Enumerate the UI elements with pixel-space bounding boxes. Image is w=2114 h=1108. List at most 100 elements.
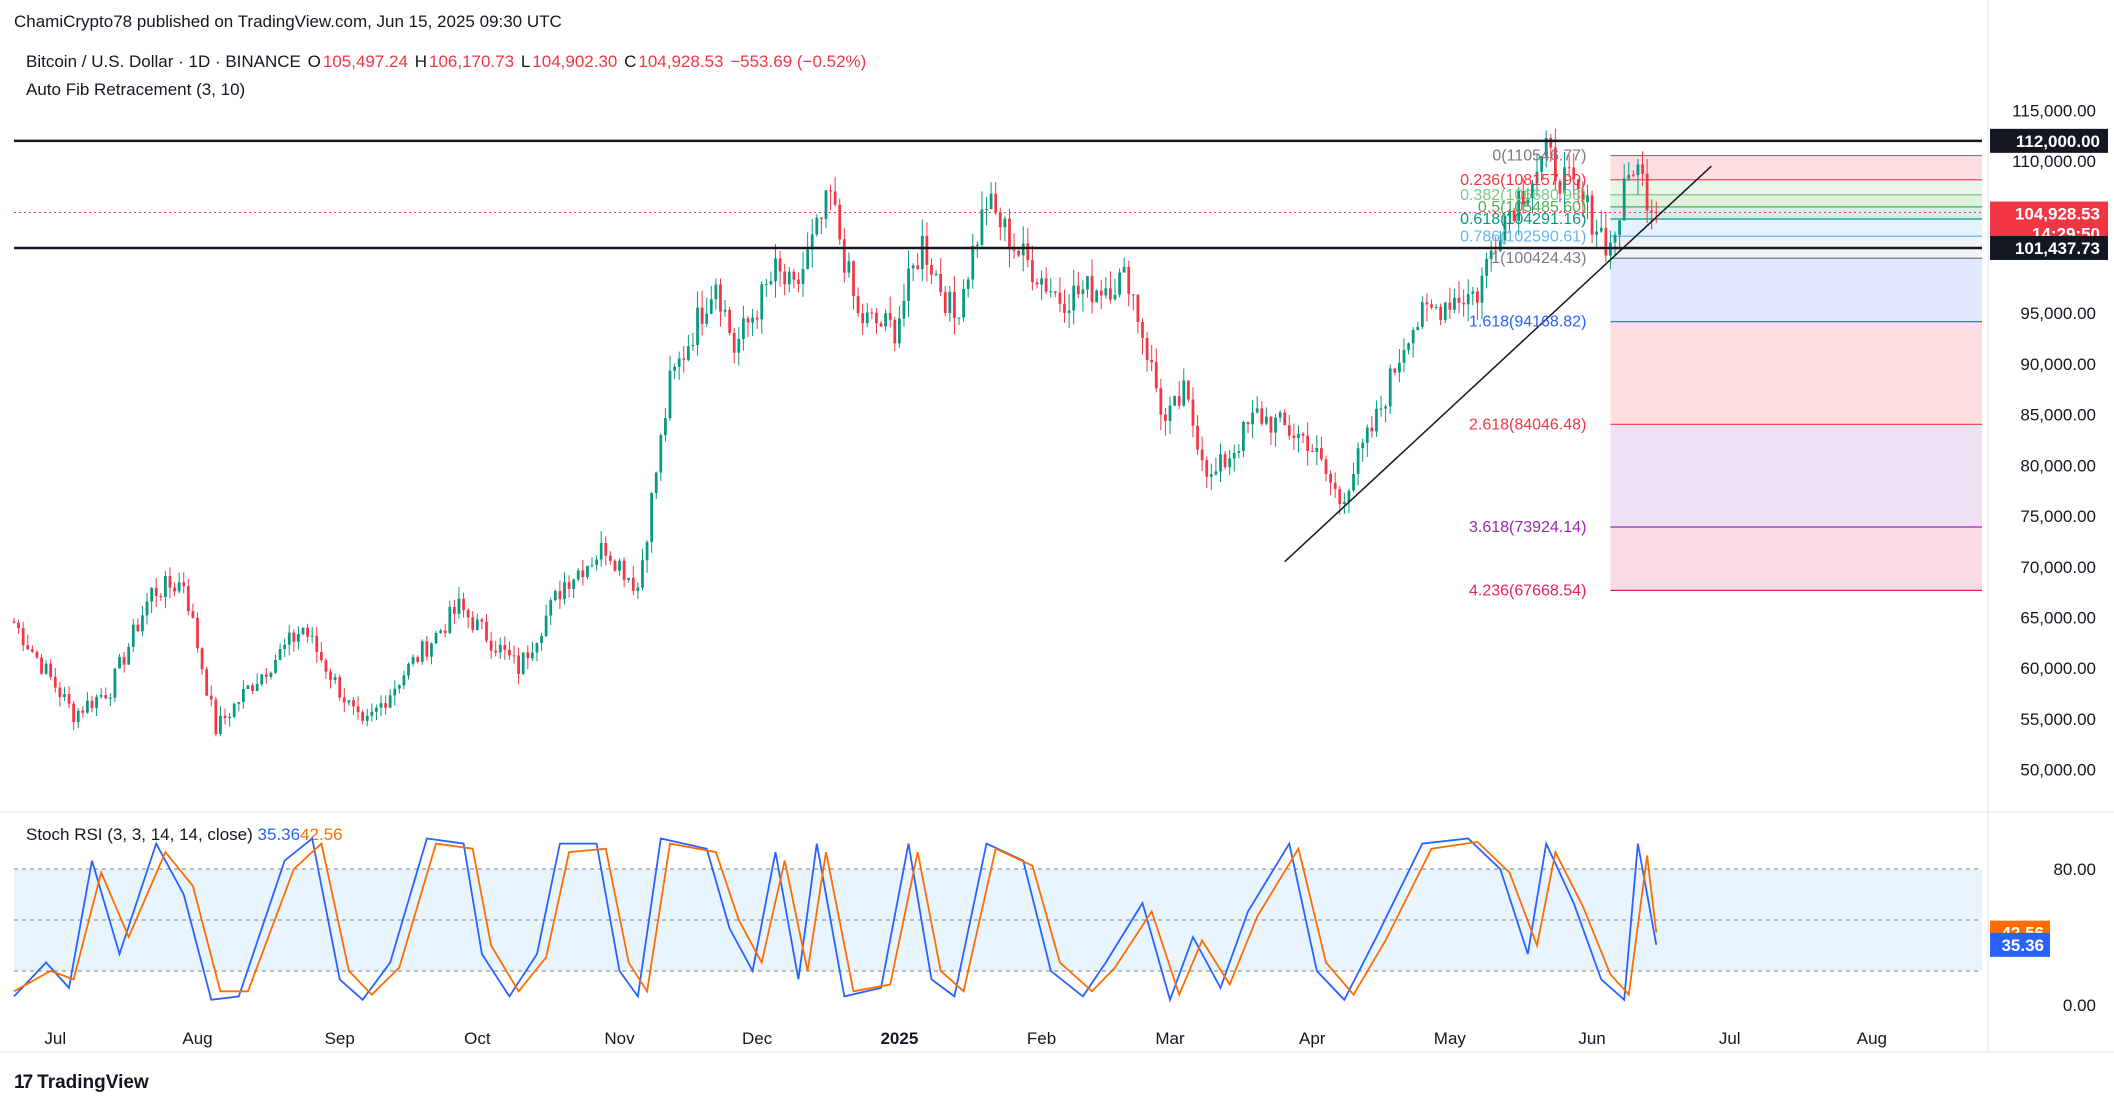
fib-level-label: 0.382(106680.98): [1460, 187, 1586, 204]
time-axis-tick: Jul: [1719, 1029, 1741, 1048]
candle-body: [26, 645, 30, 650]
fib-zone: [1610, 424, 1982, 527]
candle-body: [1320, 448, 1323, 460]
candle-body: [182, 582, 186, 587]
candle-body: [76, 710, 80, 723]
candle-body: [1109, 288, 1112, 300]
candle-body: [1645, 173, 1649, 211]
candle-body: [324, 660, 328, 672]
candle-body: [861, 313, 865, 324]
candle-body: [911, 265, 915, 269]
candle-body: [127, 646, 131, 665]
candle-body: [283, 644, 287, 650]
candle-body: [783, 271, 787, 285]
candle-body: [1086, 276, 1089, 290]
stoch-axis-tick: 0.00: [2063, 996, 2096, 1015]
candle-body: [700, 307, 704, 324]
fib-level-label: 0.618(104291.16): [1460, 211, 1586, 228]
candle-body: [1301, 433, 1305, 436]
candle-body: [150, 587, 153, 602]
candle-body: [1164, 414, 1167, 421]
time-axis-tick: 2025: [880, 1029, 918, 1048]
candle-body: [975, 244, 979, 247]
candle-body: [95, 696, 98, 709]
candle-body: [485, 621, 488, 641]
candle-body: [966, 279, 970, 289]
candle-body: [1040, 278, 1043, 285]
candle-body: [728, 309, 732, 333]
candle-body: [719, 284, 722, 312]
candle-body: [131, 624, 135, 647]
candle-body: [214, 699, 218, 735]
candle-body: [732, 332, 736, 353]
candle-body: [1017, 250, 1021, 256]
candle-body: [1553, 147, 1557, 182]
stoch-k-line: [13, 836, 1658, 1003]
symbol-legend[interactable]: Bitcoin / U.S. Dollar · 1D · BINANCE O 10…: [26, 52, 868, 72]
candle-body: [654, 472, 658, 494]
time-axis-tick: May: [1434, 1029, 1467, 1048]
candle-body: [301, 627, 305, 635]
candle-body: [939, 273, 943, 293]
candle-body: [1329, 474, 1332, 483]
candle-body: [934, 273, 938, 275]
candle-body: [1544, 137, 1548, 156]
candle-body: [1196, 425, 1199, 450]
candle-body: [1063, 303, 1066, 313]
symbol-name[interactable]: Bitcoin / U.S. Dollar · 1D · BINANCE: [26, 52, 301, 71]
fib-level-label: 2.618(84046.48): [1469, 416, 1586, 433]
candle-body: [347, 700, 351, 703]
price-axis-tag: [1990, 235, 2108, 260]
open-label: O: [307, 52, 321, 71]
candle-body: [852, 261, 855, 297]
candle-body: [1200, 449, 1204, 461]
candle-body: [1439, 306, 1443, 321]
candle-body: [1535, 171, 1539, 184]
time-axis-tick: Jul: [44, 1029, 66, 1048]
candle-body: [462, 598, 465, 610]
candle-body: [1104, 288, 1108, 296]
candle-body: [875, 312, 878, 324]
candle-body: [1627, 174, 1631, 179]
fib-indicator-legend[interactable]: Auto Fib Retracement (3, 10): [26, 80, 246, 99]
candle-body: [30, 649, 34, 652]
candle-body: [576, 570, 580, 580]
candle-body: [925, 235, 929, 265]
price-axis-tick: 80,000.00: [2020, 456, 2096, 475]
candle-body: [1072, 285, 1076, 311]
candle-body: [517, 655, 520, 674]
candle-body: [1540, 155, 1543, 172]
candle-body: [792, 271, 796, 280]
candle-body: [1531, 183, 1534, 199]
candle-body: [751, 317, 754, 323]
candle-body: [475, 619, 479, 630]
candle-body: [705, 313, 709, 324]
candle-body: [292, 632, 296, 642]
stoch-axis-tick: 80.00: [2053, 860, 2096, 879]
candle-body: [806, 249, 809, 269]
tradingview-logo[interactable]: 17 TradingView: [14, 1072, 149, 1094]
candle-body: [63, 694, 66, 698]
candle-body: [627, 577, 631, 580]
candle-body: [1407, 343, 1410, 350]
price-axis-tick: 90,000.00: [2020, 355, 2096, 374]
candle-body: [1269, 416, 1273, 433]
candle-body: [1567, 167, 1571, 169]
candle-body: [902, 300, 906, 319]
candle-body: [1136, 294, 1140, 322]
stoch-rsi-name[interactable]: Stoch RSI (3, 3, 14, 14, close): [26, 825, 253, 844]
candle-body: [948, 291, 952, 313]
candle-body: [237, 702, 241, 704]
candle-body: [1154, 362, 1158, 389]
candle-body: [1283, 412, 1287, 426]
candle-body: [388, 695, 392, 708]
candle-body: [494, 650, 498, 653]
candle-body: [1255, 408, 1259, 413]
candle-body: [411, 657, 415, 664]
candle-body: [645, 541, 649, 561]
candle-body: [631, 577, 635, 591]
candle-body: [1356, 448, 1360, 474]
candle-body: [1187, 380, 1190, 400]
candle-body: [407, 663, 410, 676]
